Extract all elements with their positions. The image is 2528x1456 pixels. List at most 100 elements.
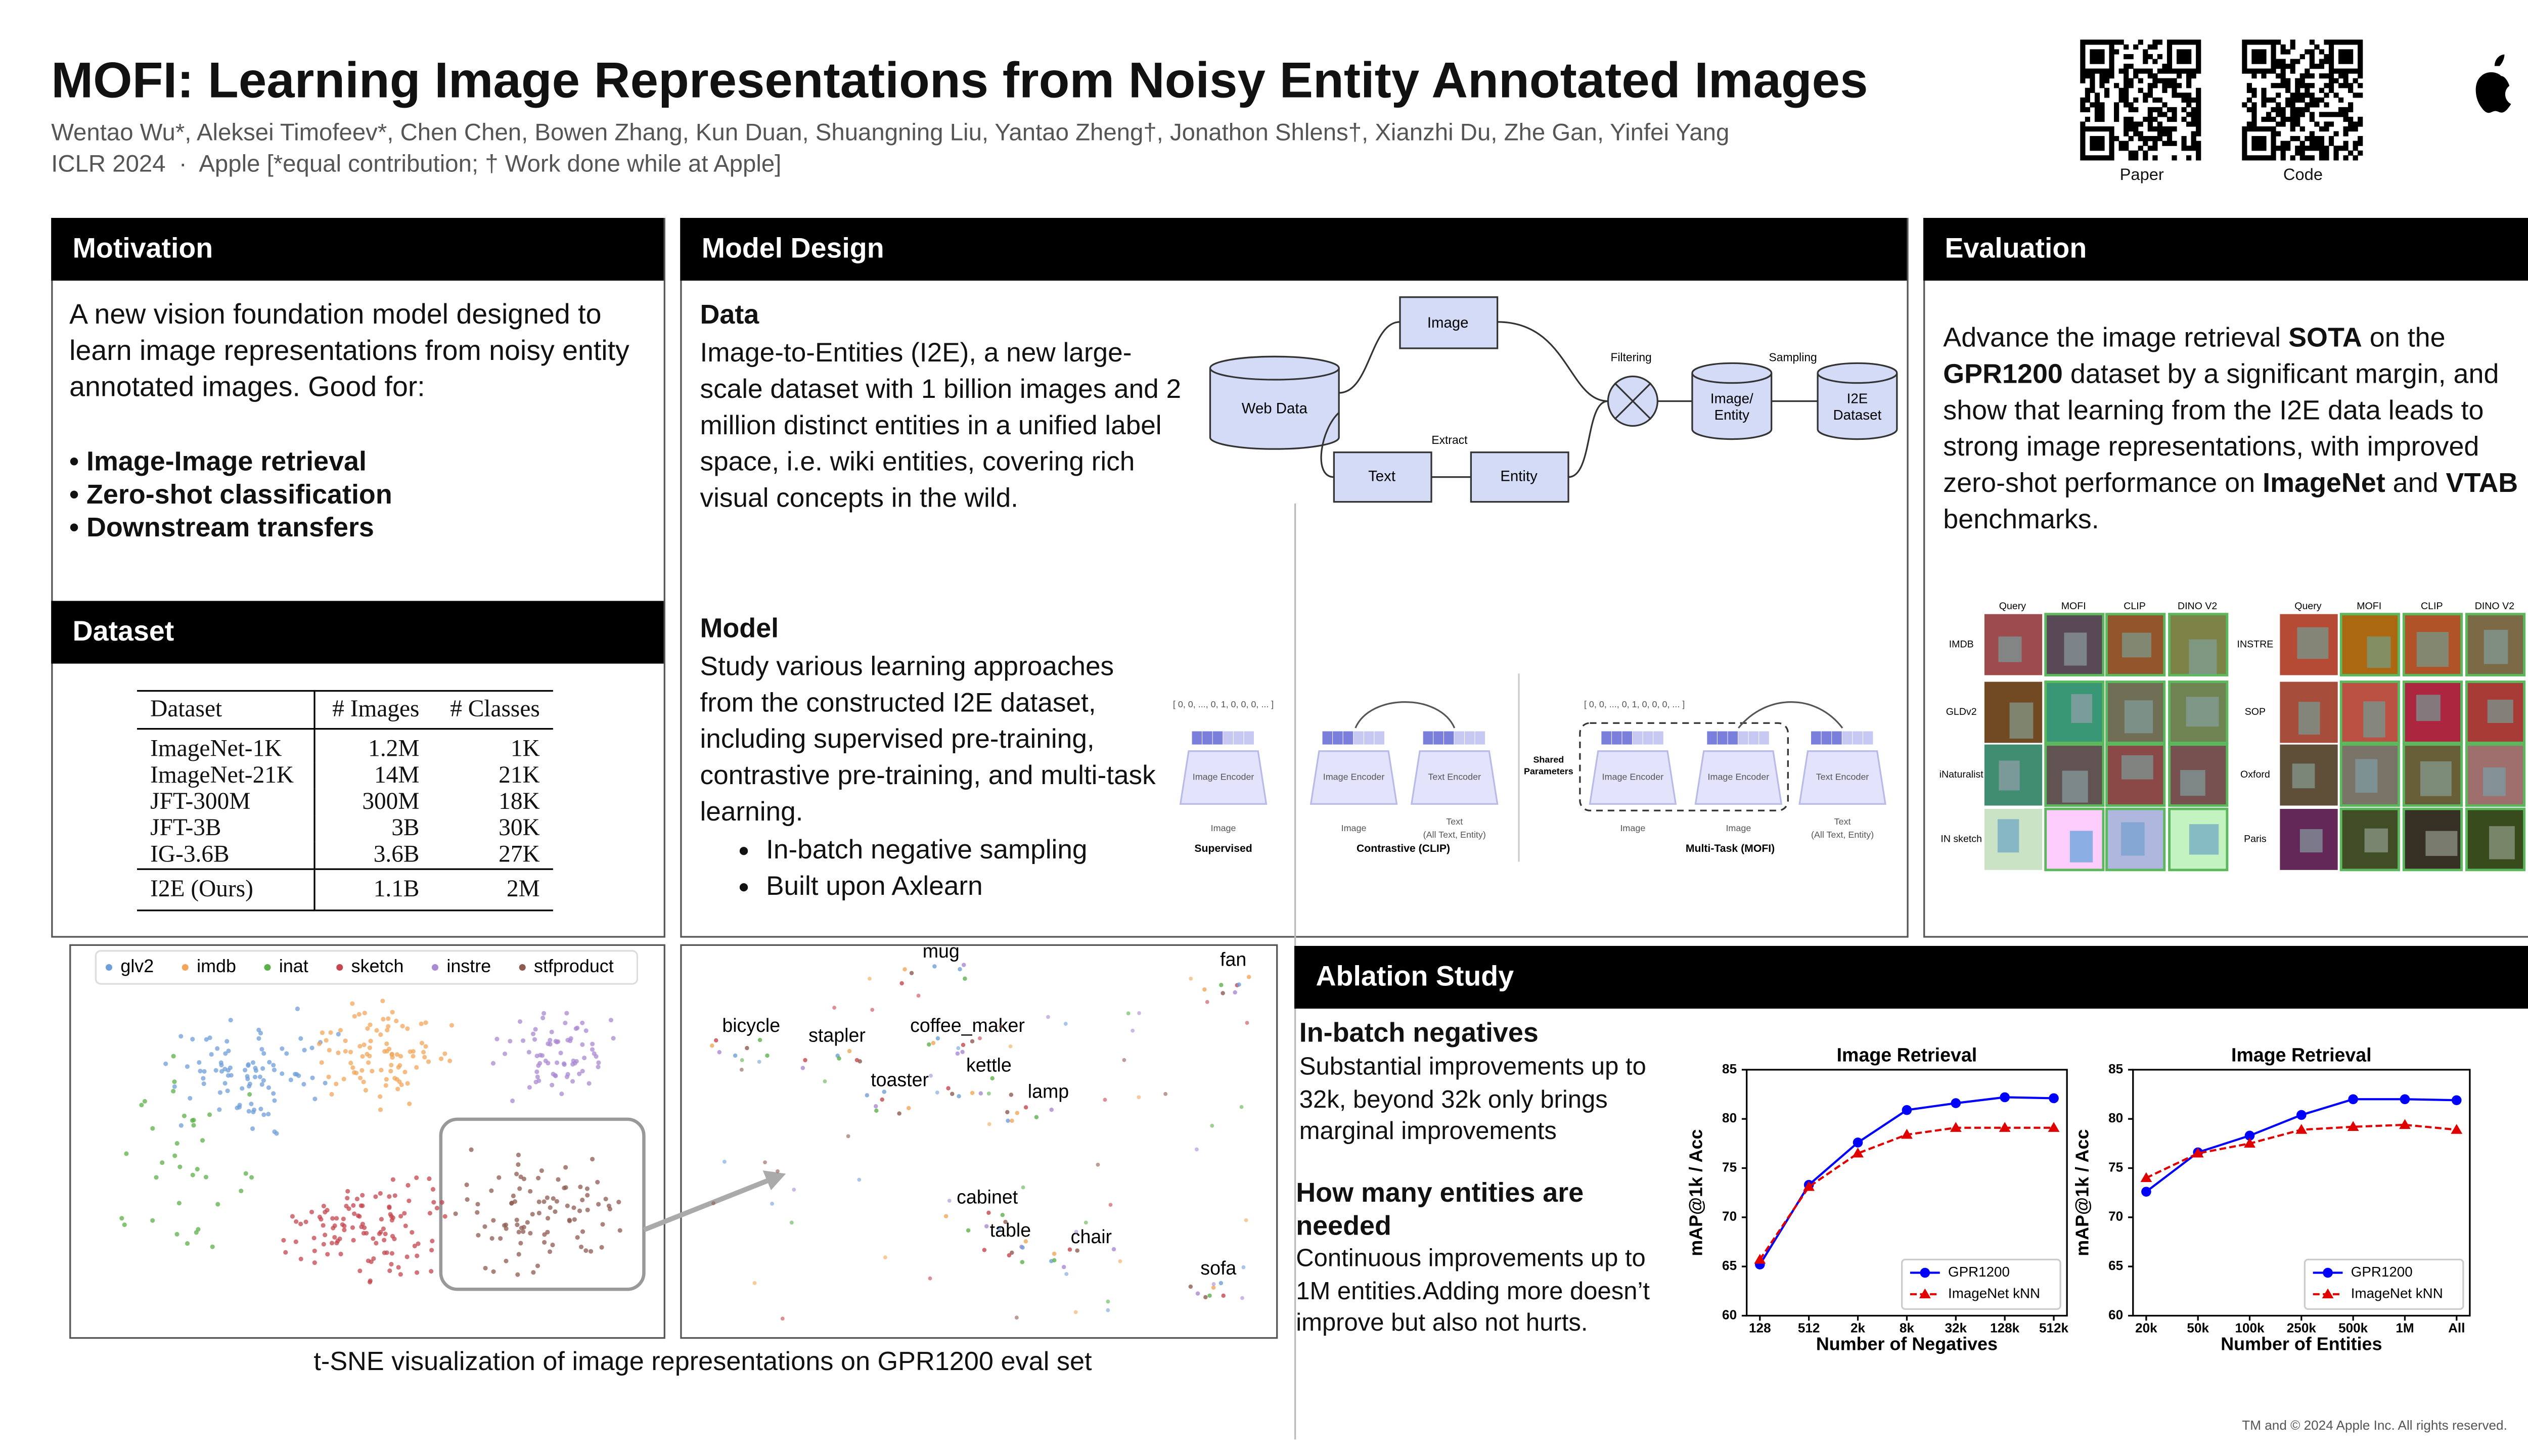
tsne-point bbox=[332, 1235, 337, 1240]
tsne-point bbox=[365, 1052, 370, 1057]
tsne-point bbox=[403, 1223, 408, 1228]
qr-cell bbox=[2251, 155, 2257, 161]
tsne-point bbox=[578, 1185, 583, 1190]
tsne-point bbox=[1106, 1308, 1110, 1312]
qr-cell bbox=[2328, 73, 2334, 79]
tsne-point bbox=[259, 1046, 264, 1052]
cylinder-top bbox=[1691, 362, 1773, 384]
qr-cell bbox=[2266, 126, 2272, 132]
tsne-point bbox=[476, 1233, 481, 1238]
subheading: Data bbox=[700, 300, 759, 331]
qr-cell bbox=[2099, 102, 2105, 108]
x-tick-label: 100k bbox=[2235, 1320, 2265, 1335]
bullet: • Zero-shot classification bbox=[69, 480, 392, 510]
footer: TM and © 2024 Apple Inc. All rights rese… bbox=[2242, 1418, 2507, 1433]
dataset-table: Dataset # Images # Classes ImageNet-1K 1.2M 1… bbox=[137, 690, 553, 912]
qr-cell bbox=[2109, 126, 2114, 132]
label: Image bbox=[1427, 314, 1469, 331]
tsne-point bbox=[389, 1251, 394, 1256]
tsne-point bbox=[999, 1024, 1003, 1029]
qr-cell bbox=[2124, 141, 2129, 146]
tsne-point bbox=[1096, 1162, 1100, 1167]
legend-dot bbox=[519, 964, 526, 971]
token bbox=[1364, 731, 1374, 745]
qr-cell bbox=[2172, 155, 2177, 161]
encoder-label: Image Encoder bbox=[1602, 772, 1664, 782]
tsne-point bbox=[351, 1070, 357, 1075]
qr-cell bbox=[2256, 59, 2262, 64]
qr-cell bbox=[2191, 136, 2196, 142]
marker bbox=[2140, 1172, 2152, 1182]
qr-cell bbox=[2251, 39, 2257, 45]
qr-cell bbox=[2290, 64, 2295, 69]
qr-cell bbox=[2343, 59, 2349, 64]
label: Text bbox=[1834, 816, 1851, 827]
table-row: JFT-3B 3B 30K bbox=[137, 815, 553, 842]
paragraph: Image-to-Entities (I2E), a new large-sca… bbox=[700, 338, 1182, 514]
qr-cell bbox=[2128, 83, 2134, 88]
qr-cell bbox=[2358, 39, 2363, 45]
tsne-point bbox=[341, 1216, 346, 1221]
thumbnail-detail bbox=[2186, 697, 2219, 727]
tsne-point bbox=[398, 1054, 403, 1059]
qr-cell bbox=[2080, 126, 2086, 132]
tsne-point bbox=[402, 1211, 407, 1216]
qr-cell bbox=[2191, 121, 2196, 127]
qr-cell bbox=[2358, 64, 2363, 69]
qr-cell bbox=[2172, 78, 2177, 83]
tsne-point bbox=[1188, 1284, 1193, 1289]
tsne-point bbox=[178, 1123, 184, 1128]
tsne-point bbox=[398, 1272, 403, 1277]
tsne-point bbox=[1240, 1296, 1244, 1300]
tsne-point bbox=[202, 1069, 207, 1074]
marker bbox=[1852, 1147, 1864, 1158]
tsne-point bbox=[350, 1225, 355, 1230]
tsne-point bbox=[340, 1222, 345, 1227]
tsne-point bbox=[430, 1239, 435, 1244]
qr-cell bbox=[2343, 126, 2349, 132]
tsne-point bbox=[404, 1254, 410, 1259]
tsne-point bbox=[536, 1210, 541, 1216]
qr-cell bbox=[2152, 59, 2158, 64]
tsne-point bbox=[389, 1063, 394, 1068]
qr-cell bbox=[2348, 150, 2354, 156]
qr-cell bbox=[2271, 141, 2276, 146]
qr-cell bbox=[2124, 146, 2129, 151]
qr-cell bbox=[2166, 59, 2173, 64]
qr-cell bbox=[2305, 93, 2310, 98]
qr-cell bbox=[2166, 39, 2173, 45]
tsne-point bbox=[527, 1085, 532, 1090]
tsne-point bbox=[336, 1032, 341, 1037]
qr-cell bbox=[2338, 59, 2344, 64]
tsne-point bbox=[250, 1060, 256, 1065]
qr-cell bbox=[2196, 121, 2201, 127]
qr-cell bbox=[2094, 39, 2100, 45]
qr-cell bbox=[2186, 83, 2192, 88]
grid-row-label: Oxford bbox=[2240, 769, 2270, 780]
qr-cell bbox=[2099, 59, 2105, 64]
tsne-point bbox=[902, 967, 907, 972]
qr-cell bbox=[2261, 59, 2267, 64]
tsne-point bbox=[1241, 1265, 1246, 1269]
qr-cell bbox=[2324, 59, 2329, 64]
tsne-point bbox=[984, 1224, 989, 1228]
tsne-point bbox=[882, 1089, 887, 1094]
table-cell: Dataset bbox=[137, 690, 315, 730]
tsne-point bbox=[1063, 1022, 1068, 1026]
tsne-point bbox=[348, 1061, 353, 1066]
authors: Wentao Wu*, Aleksei Timofeev*, Chen Chen… bbox=[51, 120, 1730, 147]
tsne-point bbox=[350, 1065, 355, 1070]
qr-cell bbox=[2090, 49, 2095, 55]
qr-cell bbox=[2128, 150, 2134, 156]
token bbox=[1374, 731, 1384, 745]
tsne-point bbox=[554, 1060, 560, 1065]
qr-cell bbox=[2094, 107, 2100, 113]
qr-cell bbox=[2099, 49, 2105, 55]
qr-cell bbox=[2138, 136, 2143, 142]
qr-cell bbox=[2196, 146, 2201, 151]
thumbnail-detail bbox=[2420, 761, 2452, 796]
marker bbox=[2400, 1094, 2410, 1105]
thumbnail bbox=[2465, 680, 2526, 744]
qr-cell bbox=[2090, 146, 2095, 151]
cluster-label: table bbox=[990, 1219, 1031, 1241]
